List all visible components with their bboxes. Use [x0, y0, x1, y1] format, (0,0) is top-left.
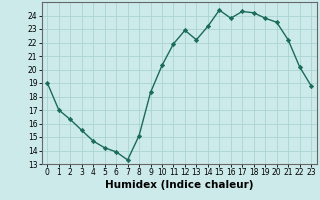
X-axis label: Humidex (Indice chaleur): Humidex (Indice chaleur) [105, 180, 253, 190]
